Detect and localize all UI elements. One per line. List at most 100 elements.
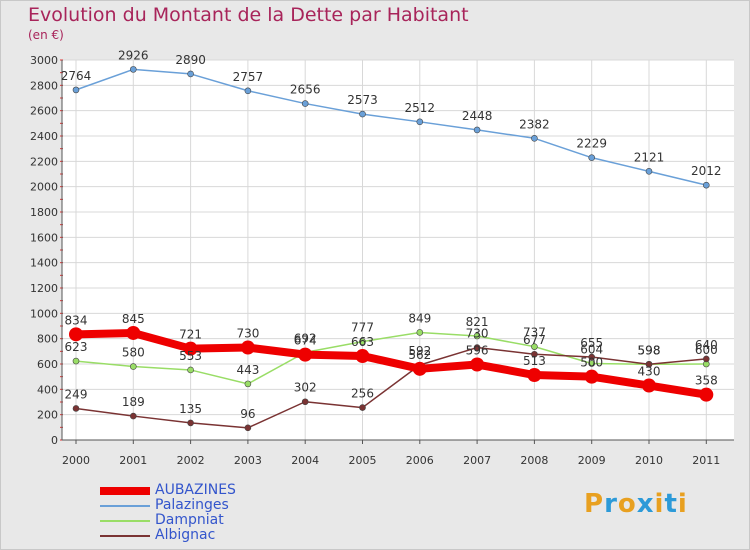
- x-tick-label: 2001: [119, 454, 147, 467]
- y-tick-label: 2400: [30, 130, 58, 143]
- data-label-albignac: 730: [466, 327, 489, 341]
- data-point-albignac: [301, 398, 309, 406]
- data-point-aubazines: [183, 341, 198, 356]
- data-point-albignac: [645, 360, 653, 368]
- data-point-aubazines: [126, 325, 141, 340]
- x-tick-label: 2009: [578, 454, 606, 467]
- y-tick-label: 2000: [30, 181, 58, 194]
- data-point-albignac: [473, 344, 481, 351]
- y-tick-label: 1400: [30, 257, 58, 270]
- legend-swatch: [100, 487, 150, 495]
- data-point-palazinges: [130, 66, 137, 73]
- data-label-dampniat: 553: [179, 349, 202, 363]
- data-label-aubazines: 674: [294, 334, 317, 348]
- x-tick-label: 2010: [635, 454, 663, 467]
- data-label-palazinges: 2382: [519, 117, 550, 131]
- x-tick-label: 2000: [62, 454, 90, 467]
- logo-letter: i: [654, 489, 665, 519]
- data-point-palazinges: [244, 87, 252, 95]
- data-point-dampniat: [187, 366, 194, 374]
- data-label-aubazines: 430: [638, 365, 661, 379]
- y-tick-label: 2800: [30, 79, 58, 92]
- data-label-aubazines: 562: [408, 348, 431, 362]
- data-label-dampniat: 777: [351, 321, 374, 335]
- data-label-dampniat: 600: [695, 343, 718, 357]
- data-label-aubazines: 513: [523, 354, 546, 368]
- legend-label: Palazinges: [155, 497, 229, 513]
- data-point-aubazines: [642, 378, 656, 393]
- data-label-palazinges: 2512: [405, 101, 436, 115]
- data-label-palazinges: 2757: [233, 70, 264, 84]
- data-label-palazinges: 2926: [118, 48, 149, 62]
- data-point-aubazines: [699, 387, 714, 402]
- legend-label: Dampniat: [155, 512, 224, 528]
- data-label-albignac: 598: [638, 343, 661, 357]
- data-label-dampniat: 604: [580, 342, 603, 356]
- data-point-palazinges: [187, 70, 194, 78]
- data-point-dampniat: [72, 357, 80, 365]
- data-point-dampniat: [588, 360, 596, 367]
- data-point-dampniat: [416, 329, 424, 336]
- data-point-palazinges: [588, 154, 596, 161]
- logo-letter: t: [664, 489, 678, 519]
- y-tick-label: 200: [37, 409, 58, 422]
- y-tick-label: 600: [37, 358, 58, 371]
- logo-letter: o: [617, 489, 637, 519]
- logo-letter: P: [584, 489, 605, 519]
- x-tick-label: 2006: [406, 454, 434, 467]
- y-tick-label: 1600: [30, 231, 58, 244]
- data-point-albignac: [244, 424, 252, 432]
- data-point-aubazines: [412, 361, 427, 376]
- data-point-dampniat: [244, 380, 252, 388]
- proxiti-logo: Proxiti: [584, 489, 688, 519]
- data-point-aubazines: [355, 349, 370, 364]
- data-label-albignac: 135: [179, 402, 202, 416]
- data-label-albignac: 302: [294, 381, 317, 395]
- data-point-palazinges: [645, 168, 653, 175]
- data-point-albignac: [130, 412, 137, 420]
- y-tick-label: 400: [37, 383, 58, 396]
- data-point-palazinges: [702, 181, 710, 189]
- legend-label: Albignac: [155, 527, 216, 543]
- data-label-albignac: 640: [695, 338, 718, 352]
- data-point-aubazines: [298, 347, 313, 362]
- data-label-aubazines: 663: [351, 335, 374, 349]
- data-label-palazinges: 2573: [347, 93, 378, 107]
- y-tick-label: 1000: [30, 307, 58, 320]
- data-point-aubazines: [470, 357, 485, 372]
- x-tick-label: 2011: [692, 454, 720, 467]
- data-label-aubazines: 834: [65, 313, 88, 327]
- series-line-palazinges: [75, 68, 707, 186]
- data-point-albignac: [588, 353, 596, 361]
- data-label-albignac: 96: [240, 407, 255, 421]
- data-label-dampniat: 598: [638, 343, 661, 357]
- data-label-dampniat: 580: [122, 346, 145, 360]
- data-point-dampniat: [531, 343, 538, 350]
- legend-swatch: [100, 535, 150, 537]
- data-point-dampniat: [130, 363, 137, 370]
- data-label-aubazines: 500: [580, 356, 603, 370]
- data-point-palazinges: [473, 126, 481, 134]
- chart-title: Evolution du Montant de la Dette par Hab…: [28, 4, 469, 26]
- logo-letter: x: [636, 489, 655, 519]
- data-label-albignac: 592: [408, 344, 431, 358]
- y-tick-label: 1200: [30, 282, 58, 295]
- data-label-albignac: 189: [122, 395, 145, 409]
- y-tick-label: 3000: [30, 54, 58, 67]
- data-label-aubazines: 596: [466, 344, 489, 358]
- y-tick-label: 1800: [30, 206, 58, 219]
- data-point-albignac: [187, 419, 194, 427]
- x-tick-label: 2003: [234, 454, 262, 467]
- logo-letter: r: [604, 489, 618, 519]
- data-label-aubazines: 845: [122, 312, 145, 326]
- data-point-palazinges: [531, 134, 538, 142]
- data-point-aubazines: [69, 327, 83, 342]
- data-label-palazinges: 2764: [61, 69, 92, 83]
- data-label-albignac: 249: [65, 387, 88, 401]
- data-label-albignac: 655: [580, 336, 603, 350]
- x-tick-label: 2002: [177, 454, 205, 467]
- data-label-dampniat: 443: [236, 363, 259, 377]
- series-line-albignac: [75, 346, 707, 429]
- data-label-palazinges: 2121: [634, 150, 665, 164]
